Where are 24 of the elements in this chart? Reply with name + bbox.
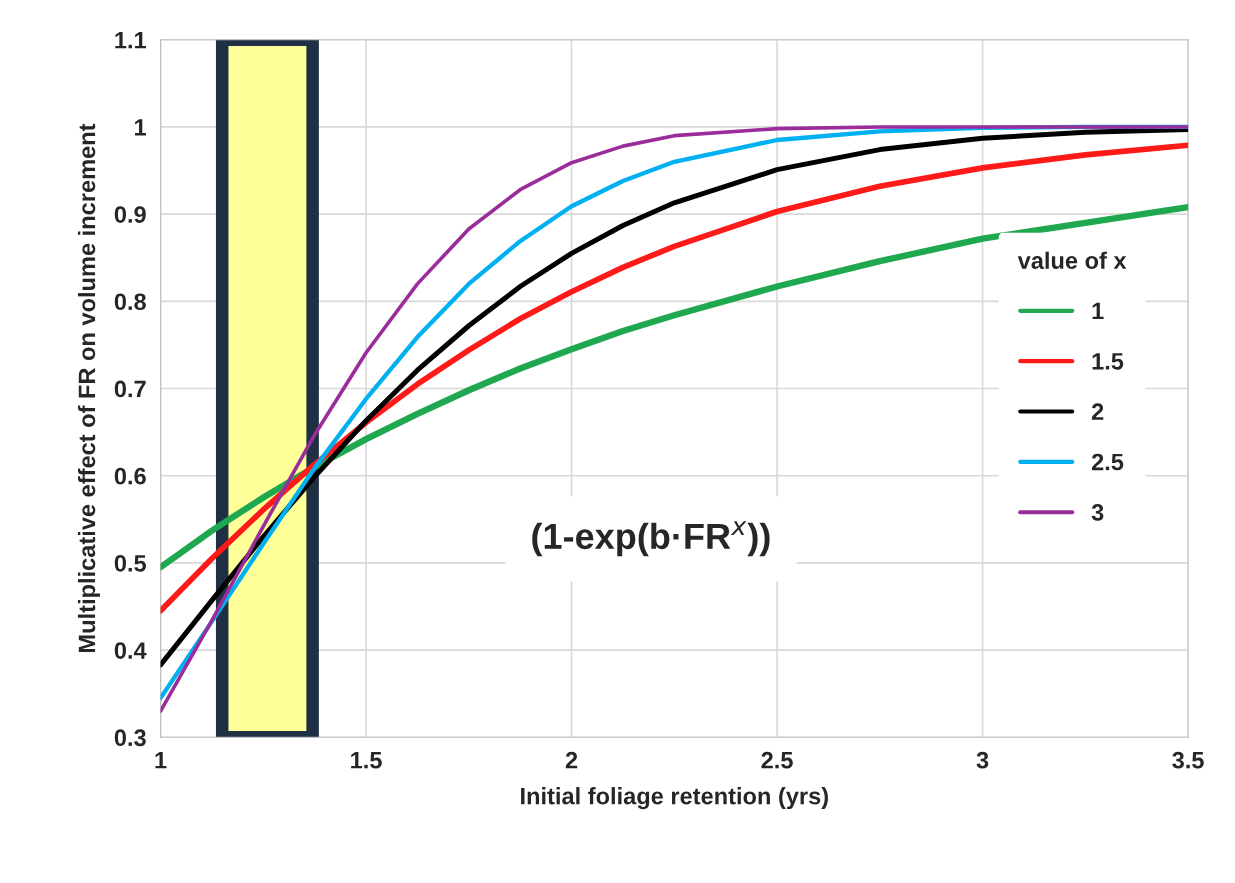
y-tick-label: 1.1 — [115, 32, 147, 49]
y-tick-label: 0.5 — [114, 554, 147, 572]
y-axis-title: Multiplicative effect of FR on volume increment — [77, 123, 100, 652]
y-tick-label: 0.3 — [114, 729, 146, 747]
x-tick-label: 1.5 — [351, 752, 382, 769]
legend-label: 2.5 — [1091, 453, 1124, 471]
x-tick-label: 3.5 — [1172, 751, 1204, 769]
legend-label: 3 — [1091, 504, 1104, 521]
x-tick-label: 1 — [155, 752, 167, 769]
y-tick-label: 0.7 — [114, 380, 146, 398]
legend-label: 2 — [1091, 403, 1104, 420]
x-tick-label: 3 — [976, 751, 989, 769]
y-tick-label: 0.8 — [114, 293, 146, 311]
x-tick-label: 2.5 — [761, 751, 793, 769]
legend-title: value of x — [1017, 251, 1127, 269]
legend-label: 1.5 — [1092, 353, 1124, 370]
x-axis-title: Initial foliage retention (yrs) — [521, 787, 828, 810]
y-tick-label: 1 — [135, 119, 146, 136]
y-tick-label: 0.4 — [114, 642, 147, 659]
y-tick-label: 0.9 — [114, 206, 146, 223]
annotation: (1-exp(b·FR$^{x}$)) — [532, 521, 770, 557]
x-tick-label: 2 — [565, 751, 578, 769]
y-tick-label: 0.6 — [114, 467, 146, 485]
legend-label: 1 — [1092, 302, 1104, 320]
